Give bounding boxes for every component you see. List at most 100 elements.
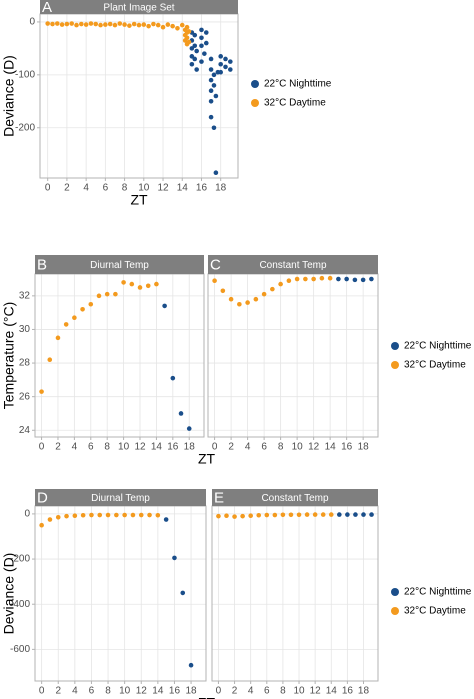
point <box>294 276 300 282</box>
point <box>261 291 267 297</box>
strip-title: Constant Temp <box>259 260 327 271</box>
point <box>141 22 147 27</box>
point <box>272 512 278 518</box>
point <box>163 517 169 522</box>
x-tick-label: 12 <box>136 686 148 697</box>
point <box>194 67 199 72</box>
point <box>337 512 342 517</box>
point <box>194 48 199 54</box>
point <box>186 39 192 45</box>
point <box>127 23 132 28</box>
x-tick-label: 10 <box>293 686 305 697</box>
x-tick-label: 6 <box>261 442 267 453</box>
point <box>232 514 237 519</box>
point <box>64 513 69 519</box>
point <box>113 291 118 297</box>
point <box>69 21 75 26</box>
point <box>55 21 60 26</box>
point <box>224 513 229 519</box>
strip <box>35 255 204 274</box>
y-tick-label: 30 <box>19 324 31 335</box>
x-tick-label: 6 <box>264 686 270 697</box>
point <box>202 51 207 56</box>
x-tick-label: 14 <box>326 686 338 697</box>
point <box>137 285 143 290</box>
point <box>223 56 228 62</box>
point <box>146 23 151 29</box>
point <box>344 276 349 282</box>
point <box>105 512 111 518</box>
panel-background <box>40 14 238 178</box>
point <box>64 21 70 27</box>
x-tick-label: 10 <box>292 442 304 453</box>
x-tick-label: 12 <box>308 442 320 453</box>
point <box>59 22 65 27</box>
point <box>228 67 233 72</box>
y-tick-label: -200 <box>15 122 35 133</box>
point <box>129 281 135 287</box>
x-tick-label: 0 <box>39 442 45 453</box>
legend-marker <box>391 588 399 596</box>
point <box>55 514 61 520</box>
y-tick-label: 32 <box>19 290 31 301</box>
point <box>39 522 44 528</box>
x-tick-label: 0 <box>212 442 218 453</box>
x-tick-label: 2 <box>64 183 70 194</box>
x-tick-label: 16 <box>196 183 208 194</box>
point <box>117 21 123 26</box>
point <box>199 59 204 64</box>
point <box>278 281 283 287</box>
strip-tag: D <box>37 489 48 506</box>
point <box>80 306 85 312</box>
point <box>353 512 358 517</box>
point <box>138 512 144 518</box>
legend-label: 32°C Daytime <box>404 606 466 617</box>
point <box>96 293 102 299</box>
y-tick-label: -200 <box>10 554 30 565</box>
point <box>72 513 78 519</box>
x-tick-label: 2 <box>55 686 61 697</box>
point <box>218 54 223 59</box>
point <box>130 512 136 518</box>
legend-marker <box>391 361 399 369</box>
point <box>218 61 223 67</box>
x-tick-label: 8 <box>122 183 128 194</box>
panel-background <box>212 506 378 681</box>
y-tick-label: -400 <box>10 599 30 610</box>
x-tick-label: 18 <box>184 442 196 453</box>
point <box>208 98 214 104</box>
point <box>186 29 192 34</box>
legend-label: 32°C Daytime <box>404 360 466 371</box>
point <box>199 27 204 33</box>
x-tick-label: 14 <box>151 442 163 453</box>
point <box>50 21 55 27</box>
point <box>208 56 214 62</box>
point <box>319 275 325 281</box>
legend-label: 22°C Nighttime <box>264 79 332 90</box>
point <box>136 22 142 28</box>
panel-background <box>208 274 378 437</box>
point <box>178 411 184 416</box>
point <box>192 32 198 38</box>
point <box>296 512 302 518</box>
legend-label: 22°C Nighttime <box>404 341 472 352</box>
strip <box>212 489 378 506</box>
point <box>288 512 294 518</box>
point <box>189 61 195 67</box>
x-tick-label: 4 <box>83 183 89 194</box>
point <box>180 590 186 596</box>
y-tick-label: 26 <box>19 391 31 402</box>
x-tick-label: 4 <box>248 686 254 697</box>
point <box>122 22 127 27</box>
y-axis-title: Deviance (D) <box>1 55 17 137</box>
point <box>88 301 94 307</box>
point <box>74 22 79 28</box>
x-tick-label: 6 <box>103 183 109 194</box>
point <box>336 276 341 282</box>
legend-marker <box>251 80 259 88</box>
point <box>188 662 194 668</box>
point <box>199 43 204 49</box>
point <box>253 296 259 302</box>
strip <box>35 489 206 506</box>
y-tick-label: 0 <box>24 509 30 520</box>
